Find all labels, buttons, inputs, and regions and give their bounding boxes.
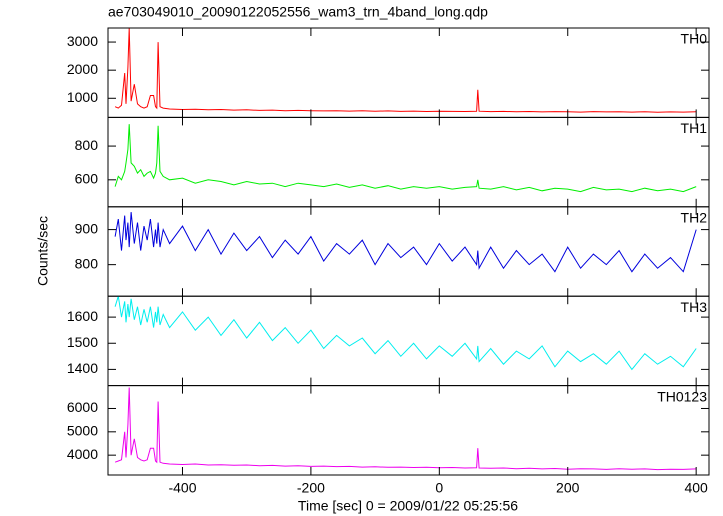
y-tick-label: 1500: [67, 334, 98, 350]
panel-frame: [107, 27, 710, 118]
light-curve: [114, 124, 697, 193]
panel-label: TH0: [681, 31, 708, 47]
x-axis-label: Time [sec] 0 = 2009/01/22 05:25:56: [298, 498, 518, 514]
y-tick-label: 3000: [67, 33, 98, 49]
y-tick-label: 800: [75, 137, 99, 153]
y-tick-label: 800: [75, 255, 99, 271]
y-tick-label: 900: [75, 220, 99, 236]
y-tick-label: 2000: [67, 61, 98, 77]
y-tick-label: 1000: [67, 89, 98, 105]
panel-label: TH3: [681, 299, 708, 315]
panel-label: TH0123: [657, 388, 707, 404]
light-curve: [114, 387, 697, 471]
light-curve: [114, 212, 697, 273]
x-tick-label: -400: [168, 480, 196, 496]
y-tick-label: 5000: [67, 423, 98, 439]
x-tick-label: 0: [435, 480, 443, 496]
x-tick-label: 400: [684, 480, 708, 496]
light-curve: [114, 28, 697, 113]
panel-frame: [107, 116, 710, 208]
light-curve: [114, 296, 697, 371]
y-tick-label: 1400: [67, 360, 98, 376]
y-tick-label: 600: [75, 171, 99, 187]
chart-title: ae703049010_20090122052556_wam3_trn_4ban…: [108, 4, 488, 20]
panel-label: TH1: [681, 120, 708, 136]
x-tick-label: -200: [297, 480, 325, 496]
y-tick-label: 6000: [67, 399, 98, 415]
y-tick-label: 1600: [67, 308, 98, 324]
y-axis-label: Counts/sec: [35, 216, 51, 286]
panel-label: TH2: [681, 210, 708, 226]
panel-frame: [107, 385, 710, 476]
panel-frame: [107, 295, 710, 387]
x-tick-label: 200: [556, 480, 580, 496]
y-tick-label: 4000: [67, 446, 98, 462]
